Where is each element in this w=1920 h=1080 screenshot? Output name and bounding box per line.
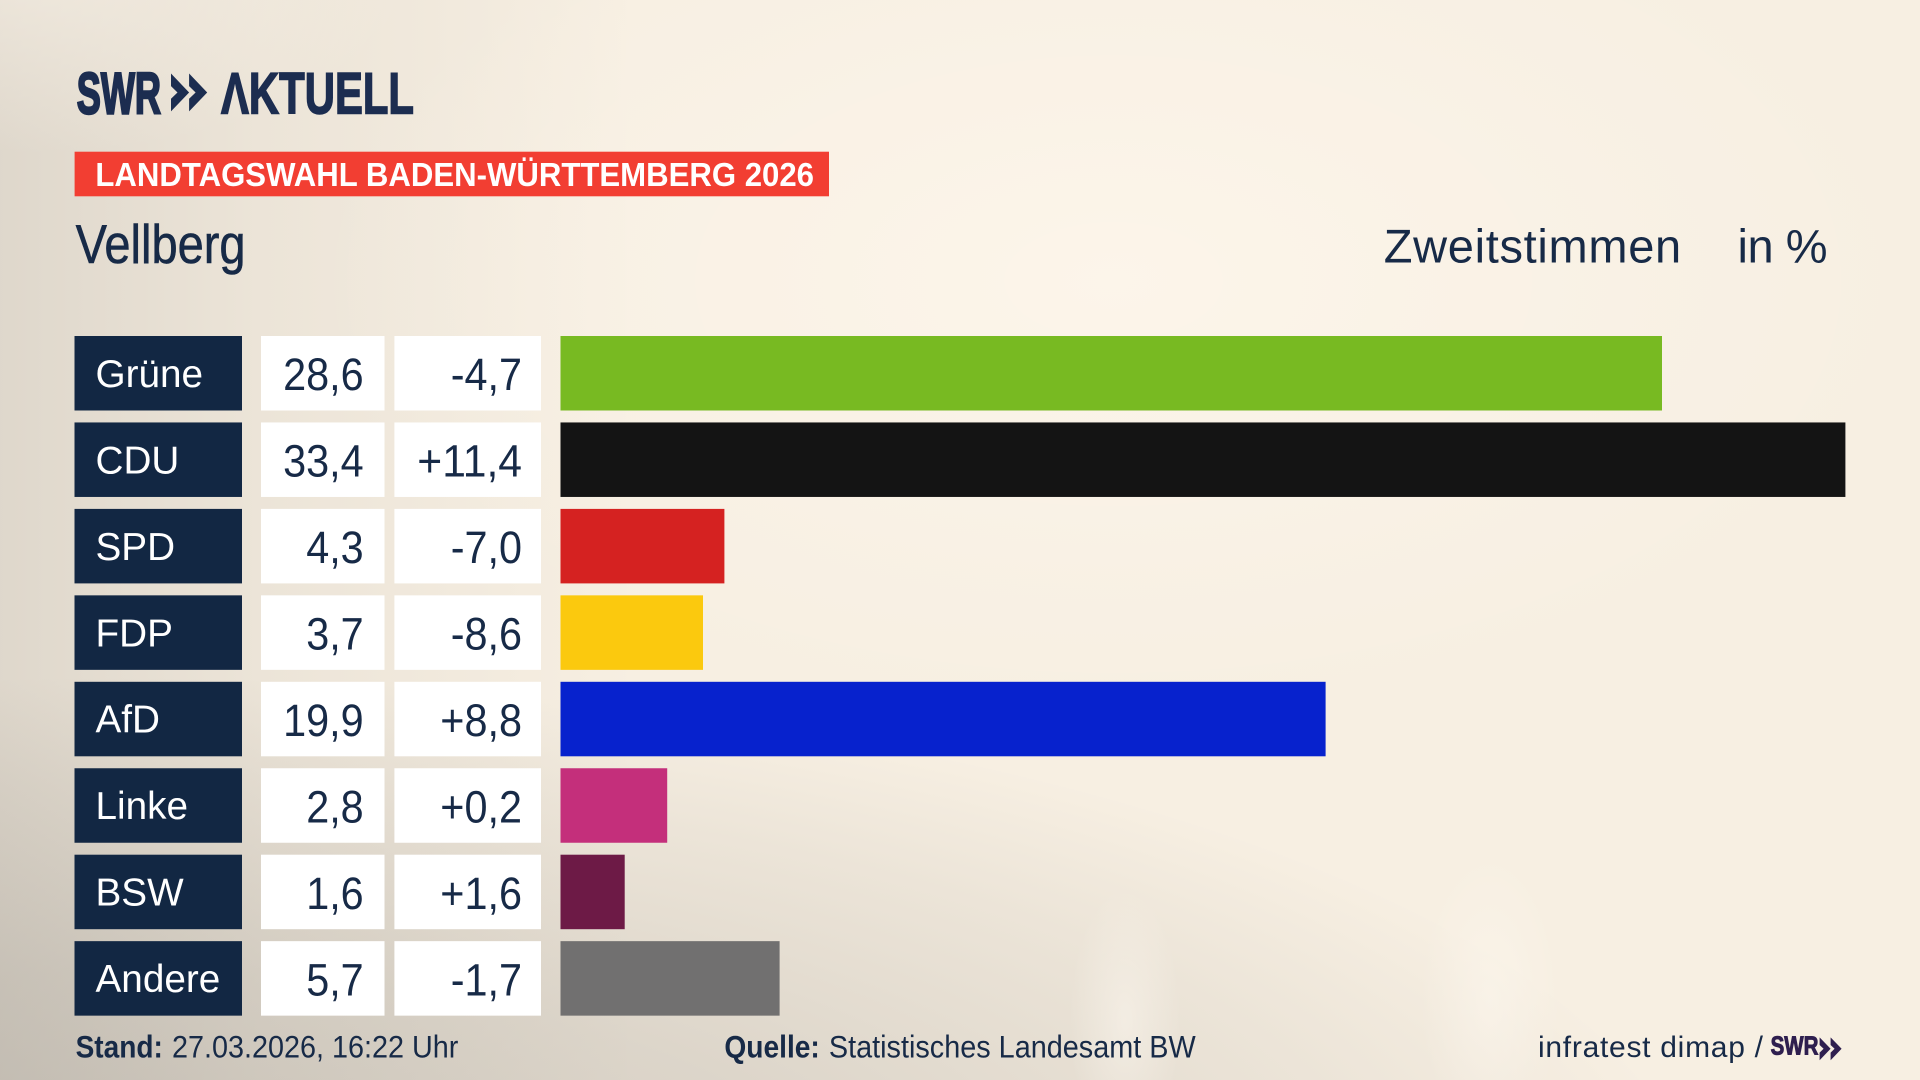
svg-text:4,3: 4,3 <box>306 522 364 573</box>
svg-text:BSW: BSW <box>96 872 185 915</box>
svg-text:ΛKTUELL: ΛKTUELL <box>221 61 414 126</box>
svg-text:SWR: SWR <box>77 61 161 126</box>
svg-text:+1,6: +1,6 <box>440 868 522 919</box>
svg-text:Stand:: Stand: <box>76 1029 163 1065</box>
svg-text:in %: in % <box>1738 220 1828 273</box>
svg-text:LANDTAGSWAHL BADEN-WÜRTTEMBERG: LANDTAGSWAHL BADEN-WÜRTTEMBERG 2026 <box>95 157 814 194</box>
svg-text:Vellberg: Vellberg <box>76 213 246 275</box>
svg-text:2,8: 2,8 <box>306 781 364 832</box>
svg-text:Statistisches Landesamt BW: Statistisches Landesamt BW <box>829 1029 1196 1065</box>
svg-text:5,7: 5,7 <box>306 954 364 1005</box>
svg-text:AfD: AfD <box>96 699 161 742</box>
svg-text:SPD: SPD <box>96 526 176 569</box>
svg-text:CDU: CDU <box>96 439 180 482</box>
svg-text:FDP: FDP <box>96 612 173 655</box>
svg-text:Zweitstimmen: Zweitstimmen <box>1384 220 1682 273</box>
svg-text:SWR: SWR <box>1771 1031 1819 1061</box>
svg-text:Quelle:: Quelle: <box>724 1029 819 1065</box>
svg-text:+11,4: +11,4 <box>417 436 522 487</box>
svg-text:3,7: 3,7 <box>306 609 364 660</box>
svg-text:+8,8: +8,8 <box>440 695 522 746</box>
svg-text:-4,7: -4,7 <box>451 349 522 400</box>
svg-text:33,4: 33,4 <box>283 436 364 487</box>
svg-text:Grüne: Grüne <box>96 353 204 396</box>
svg-text:Andere: Andere <box>96 958 221 1001</box>
svg-text:infratest dimap /: infratest dimap / <box>1538 1031 1764 1064</box>
svg-text:27.03.2026, 16:22 Uhr: 27.03.2026, 16:22 Uhr <box>172 1029 458 1065</box>
svg-text:28,6: 28,6 <box>283 349 364 400</box>
svg-text:-1,7: -1,7 <box>451 954 522 1005</box>
svg-text:+0,2: +0,2 <box>440 781 522 832</box>
svg-text:-7,0: -7,0 <box>451 522 522 573</box>
svg-text:1,6: 1,6 <box>306 868 364 919</box>
svg-text:19,9: 19,9 <box>283 695 364 746</box>
svg-text:Linke: Linke <box>96 785 189 828</box>
svg-text:-8,6: -8,6 <box>451 609 522 660</box>
